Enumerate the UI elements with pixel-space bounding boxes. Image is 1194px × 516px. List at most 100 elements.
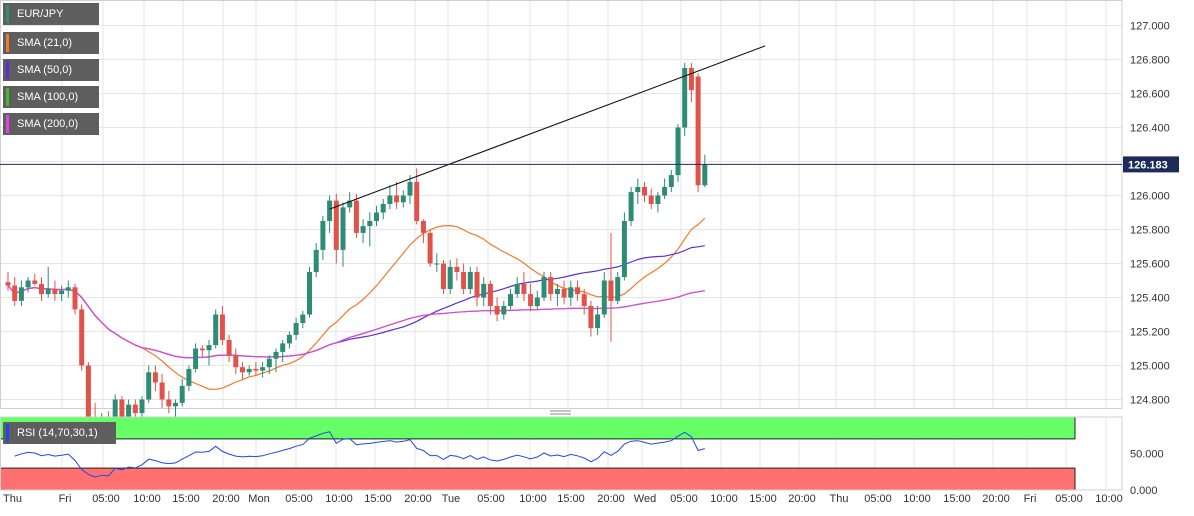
y-tick-label: 126.600 <box>1130 89 1170 101</box>
current-price-badge <box>1123 156 1179 173</box>
candle-body <box>474 272 480 298</box>
x-tick-label: 15:00 <box>943 493 971 505</box>
candle-body <box>52 289 58 295</box>
candle <box>642 181 647 203</box>
legend-label: SMA (200,0) <box>17 118 79 130</box>
candle <box>25 277 31 293</box>
x-tick-label: 05:00 <box>285 493 313 505</box>
candle-body <box>548 277 554 295</box>
candle <box>668 170 674 193</box>
candle-body <box>226 340 232 356</box>
candle-body <box>186 368 192 386</box>
candle-body <box>467 272 473 289</box>
candle <box>447 260 453 295</box>
candle-body <box>695 76 701 186</box>
legend-sma-100[interactable]: SMA (100,0) <box>3 86 99 108</box>
candle <box>561 280 567 305</box>
candle-body <box>554 289 560 295</box>
candle-body <box>668 175 674 187</box>
candle <box>434 253 440 272</box>
candle <box>199 345 205 357</box>
x-tick-label: 15:00 <box>749 493 777 505</box>
x-tick-label: 20:00 <box>597 493 625 505</box>
candle-body <box>193 348 199 369</box>
candle <box>695 73 701 193</box>
candle <box>353 193 359 238</box>
candle <box>648 188 654 210</box>
x-tick-label: 05:00 <box>670 493 698 505</box>
candle <box>12 277 18 306</box>
candle-body <box>702 164 708 186</box>
candle-body <box>327 200 333 221</box>
candle-body <box>541 277 547 298</box>
candle-body <box>561 289 567 298</box>
candle-body <box>387 195 393 204</box>
candle <box>400 190 406 208</box>
candle <box>608 232 614 342</box>
candle-body <box>494 306 500 315</box>
sma-21-line <box>7 217 706 390</box>
candle-body <box>514 283 520 295</box>
candle <box>79 304 85 371</box>
legend-sma-200[interactable]: SMA (200,0) <box>3 113 99 135</box>
candle <box>601 272 607 318</box>
candle-body <box>132 404 138 414</box>
candle <box>246 365 252 376</box>
candle-body <box>628 192 634 221</box>
candle-body <box>266 358 272 368</box>
legend-sma-50[interactable]: SMA (50,0) <box>3 59 99 81</box>
candle-body <box>434 263 440 265</box>
candle <box>461 263 467 295</box>
candle-body <box>45 289 51 295</box>
candle-body <box>72 287 78 310</box>
candle <box>206 340 212 366</box>
candle-body <box>173 402 178 407</box>
candle-body <box>313 249 319 272</box>
candle-body <box>32 280 38 284</box>
candle <box>595 306 601 335</box>
candle <box>534 290 540 310</box>
candle-body <box>380 204 386 213</box>
rsi-legend[interactable]: RSI (14,70,30,1) <box>3 422 116 444</box>
candle <box>528 283 534 312</box>
candle <box>414 168 420 225</box>
x-tick-label: Fri <box>1024 493 1037 505</box>
x-tick-label: Mon <box>248 493 269 505</box>
candle-body <box>534 297 540 306</box>
x-tick-label: 10:00 <box>519 493 547 505</box>
candle-body <box>179 385 185 403</box>
candle-body <box>18 287 24 301</box>
candle <box>380 198 386 220</box>
candle-body <box>481 283 487 298</box>
candle-body <box>427 232 433 264</box>
legend-swatch <box>6 115 9 133</box>
candle <box>233 348 239 374</box>
candle-body <box>293 323 299 335</box>
candle <box>300 311 306 329</box>
candle <box>280 340 286 363</box>
candle-body <box>340 207 346 250</box>
candle <box>514 277 520 298</box>
x-tick-label: Wed <box>634 493 656 505</box>
candle <box>193 343 199 373</box>
candle-body <box>139 399 145 414</box>
candle <box>615 272 621 305</box>
candle-body <box>152 372 158 383</box>
candle-body <box>367 221 373 227</box>
x-tick-label: 10:00 <box>133 493 161 505</box>
legend-sma-21[interactable]: SMA (21,0) <box>3 32 99 54</box>
x-tick-label: 05:00 <box>1055 493 1083 505</box>
candle <box>340 202 346 267</box>
candle <box>146 365 152 403</box>
legend-label: SMA (21,0) <box>17 37 73 49</box>
candle-body <box>333 200 339 250</box>
candle <box>508 289 513 310</box>
candle <box>568 280 574 306</box>
legend-instrument[interactable]: EUR/JPY <box>3 3 99 25</box>
candle <box>467 266 473 295</box>
x-tick-label: Thu <box>830 493 849 505</box>
x-tick-label: 20:00 <box>788 493 816 505</box>
candle <box>260 362 266 378</box>
candle <box>575 280 580 301</box>
